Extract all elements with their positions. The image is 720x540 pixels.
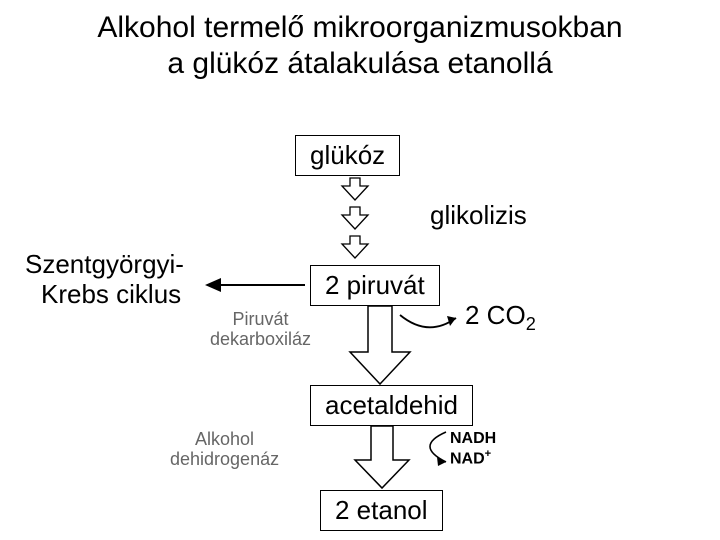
acetaldehyde-box: acetaldehid xyxy=(310,385,473,426)
pyruvate-decarboxylase-label: Piruvát dekarboxiláz xyxy=(210,310,311,350)
big-down-arrow-icon xyxy=(355,426,409,488)
krebs-line2: Krebs ciklus xyxy=(25,279,181,309)
pyruvate-box: 2 piruvát xyxy=(310,265,440,306)
pyruvate-label: 2 piruvát xyxy=(325,270,425,300)
enz-adh-l2: dehidrogenáz xyxy=(170,449,279,469)
krebs-cycle-label: Szentgyörgyi- Krebs ciklus xyxy=(25,250,184,310)
down-arrow-icon xyxy=(342,207,368,229)
acetaldehyde-label: acetaldehid xyxy=(325,390,458,420)
enz-adh-l1: Alkohol xyxy=(195,429,254,449)
nadh: NADH xyxy=(450,430,496,447)
alcohol-dehydrogenase-label: Alkohol dehidrogenáz xyxy=(170,430,279,470)
left-arrow-icon xyxy=(205,275,305,295)
page-title: Alkohol termelő mikroorganizmusokban a g… xyxy=(0,10,720,82)
enz-decarb-l2: dekarboxiláz xyxy=(210,329,311,349)
nadh-curve-icon xyxy=(406,428,452,468)
glucose-box: glükóz xyxy=(295,135,400,176)
down-arrow-icon xyxy=(342,236,368,258)
down-arrow-icon xyxy=(342,178,368,200)
ethanol-label: 2 etanol xyxy=(335,495,428,525)
glycolysis-label: glikolizis xyxy=(430,200,527,231)
krebs-line1: Szentgyörgyi- xyxy=(25,249,184,279)
nadh-nad-label: NADH NAD+ xyxy=(450,430,496,468)
glucose-label: glükóz xyxy=(310,140,385,170)
title-line-1: Alkohol termelő mikroorganizmusokban xyxy=(97,11,622,44)
enz-decarb-l1: Piruvát xyxy=(233,309,289,329)
nad: NAD xyxy=(450,450,485,467)
co2-branch-icon xyxy=(398,310,468,350)
title-line-2: a glükóz átalakulása etanollá xyxy=(167,47,552,80)
co2-label: 2 CO2 xyxy=(465,300,536,335)
ethanol-box: 2 etanol xyxy=(320,490,443,531)
